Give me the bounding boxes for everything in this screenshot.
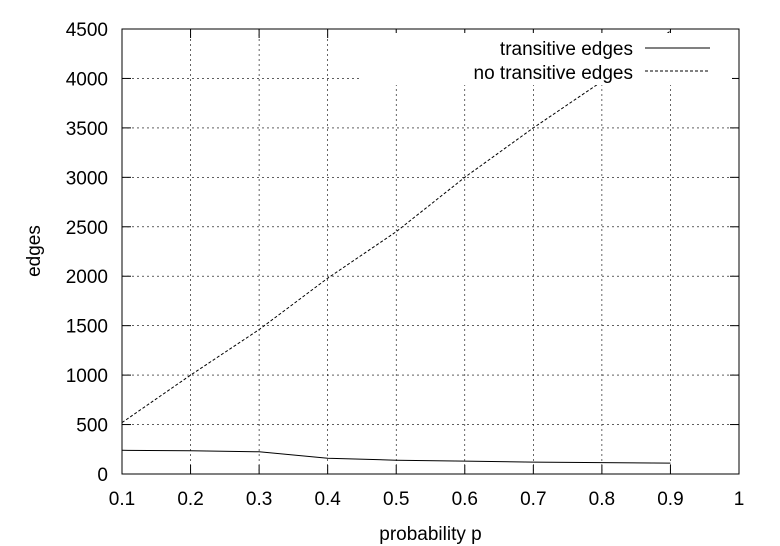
x-tick-label: 0.6 [452, 489, 478, 510]
y-tick-label: 1000 [66, 366, 108, 387]
x-tick-label: 0.1 [109, 489, 135, 510]
legend: transitive edges no transitive edges [360, 33, 732, 85]
series-layer [121, 30, 671, 464]
series-line-no-transitive-edges [121, 30, 671, 424]
y-tick-label: 3500 [66, 119, 108, 140]
x-tick-label: 0.5 [383, 489, 409, 510]
y-tick-label: 1500 [66, 317, 108, 338]
y-tick-label: 4000 [66, 69, 108, 90]
x-axis-label: probability p [379, 524, 481, 545]
x-tick-label: 0.2 [177, 489, 203, 510]
legend-background [360, 33, 732, 85]
y-tick-label: 500 [76, 416, 108, 437]
x-tick-label: 0.3 [246, 489, 272, 510]
y-tick-label: 4500 [66, 20, 108, 41]
x-tick-label: 0.7 [520, 489, 546, 510]
x-tick-label: 0.4 [314, 489, 341, 510]
y-tick-label: 3000 [66, 168, 108, 189]
grid [122, 29, 739, 474]
y-tick-label: 0 [97, 465, 108, 486]
x-tick-label: 1 [734, 489, 745, 510]
legend-label-transitive-edges: transitive edges [500, 39, 633, 60]
y-axis-label: edges [24, 225, 45, 277]
axis-ticks: 0.1 0.2 0.3 0.4 0.5 0.6 0.7 0.8 0.9 1 0 500 1000 1500… [66, 20, 745, 510]
x-tick-label: 0.8 [589, 489, 615, 510]
legend-label-no-transitive-edges: no transitive edges [474, 63, 634, 84]
y-tick-label: 2500 [66, 218, 108, 239]
plot-frame [121, 28, 740, 475]
x-tick-label: 0.9 [657, 489, 683, 510]
y-tick-label: 2000 [66, 267, 108, 288]
series-line-transitive-edges [121, 449, 671, 464]
